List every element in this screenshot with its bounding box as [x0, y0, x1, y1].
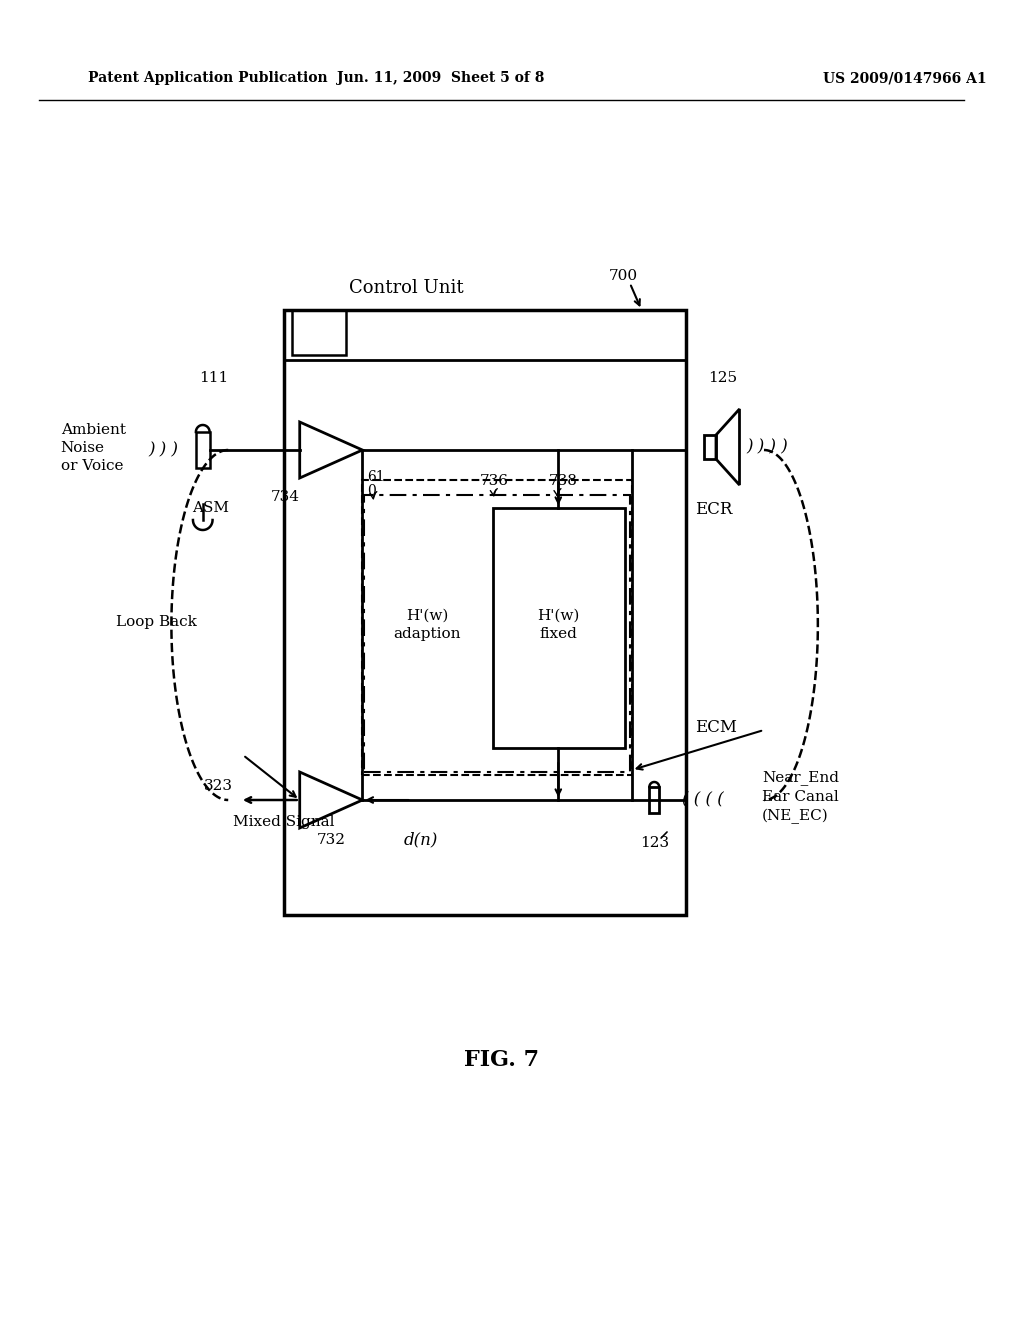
Text: 734: 734 — [270, 490, 300, 504]
Text: ECR: ECR — [695, 502, 733, 519]
Bar — [705, 436, 716, 459]
Text: d(n): d(n) — [404, 832, 438, 849]
Text: 123: 123 — [640, 836, 669, 850]
Bar — [649, 787, 659, 813]
Text: 125: 125 — [709, 371, 737, 385]
Bar — [362, 480, 632, 775]
Text: Near_End
Ear Canal
(NE_EC): Near_End Ear Canal (NE_EC) — [762, 771, 839, 824]
Text: H'(w)
adaption: H'(w) adaption — [393, 609, 461, 642]
Text: ) ) ): ) ) ) — [148, 441, 178, 458]
Text: ( ( ( (: ( ( ( ( — [682, 792, 724, 808]
Bar — [292, 310, 346, 355]
Text: Mixed Signal: Mixed Signal — [233, 814, 335, 829]
Text: H'(w)
fixed: H'(w) fixed — [538, 609, 580, 642]
Text: Loop Back: Loop Back — [116, 615, 197, 630]
Text: ECM: ECM — [695, 719, 737, 737]
Text: 736: 736 — [480, 474, 509, 488]
Text: ASM: ASM — [193, 502, 229, 515]
Text: 111: 111 — [199, 371, 228, 385]
Text: 700: 700 — [609, 269, 638, 282]
Text: FIG. 7: FIG. 7 — [464, 1049, 539, 1071]
Bar — [365, 495, 630, 772]
Text: Control Unit: Control Unit — [349, 279, 464, 297]
Text: US 2009/0147966 A1: US 2009/0147966 A1 — [822, 71, 986, 84]
Bar — [493, 508, 625, 748]
Text: 738: 738 — [549, 474, 578, 488]
Bar — [284, 310, 686, 915]
Text: Ambient
Noise
or Voice: Ambient Noise or Voice — [60, 422, 126, 474]
Bar — [196, 432, 210, 469]
Text: Jun. 11, 2009  Sheet 5 of 8: Jun. 11, 2009 Sheet 5 of 8 — [337, 71, 545, 84]
Text: 61
0: 61 0 — [368, 470, 385, 498]
Text: 732: 732 — [316, 833, 345, 847]
Text: 323: 323 — [204, 779, 233, 793]
Text: Patent Application Publication: Patent Application Publication — [88, 71, 328, 84]
Text: ) ) ) ): ) ) ) ) — [746, 438, 787, 455]
